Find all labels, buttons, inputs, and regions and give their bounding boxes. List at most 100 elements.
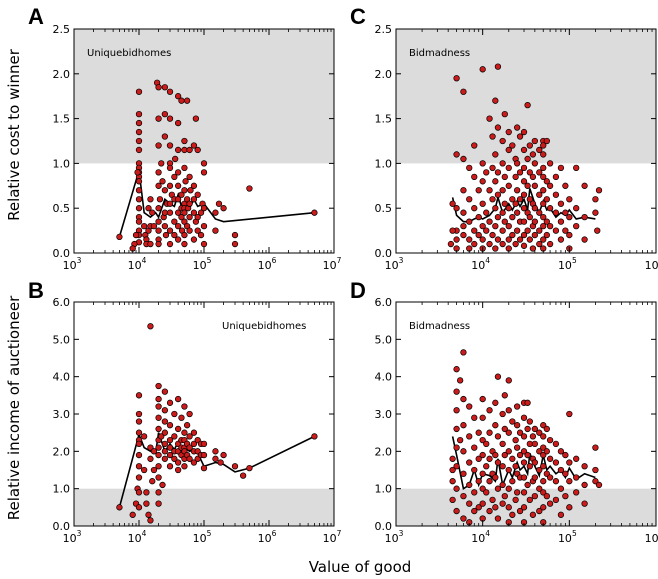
data-point [536, 485, 543, 492]
x-tick-exponent: 4 [142, 256, 147, 265]
data-point [552, 191, 560, 198]
data-point [489, 196, 496, 203]
data-point [479, 436, 486, 444]
data-point [557, 236, 565, 243]
data-point [453, 366, 460, 373]
data-point [217, 459, 224, 466]
x-tick-base: 10 [558, 532, 572, 545]
data-point [231, 240, 239, 248]
data-point [546, 500, 554, 507]
data-point [486, 115, 493, 122]
data-point [155, 395, 162, 403]
data-point [494, 515, 502, 522]
y-tick-label: 0.0 [53, 247, 71, 260]
data-point [557, 218, 565, 225]
data-point [509, 231, 516, 239]
data-point [460, 209, 467, 216]
x-tick-label: 104 [471, 529, 490, 545]
data-point [471, 173, 478, 180]
data-point [166, 88, 174, 95]
data-point [499, 160, 506, 167]
data-point [460, 187, 467, 194]
data-point [212, 209, 219, 216]
data-point [190, 429, 198, 436]
data-point [581, 500, 588, 507]
x-tick-label: 105 [193, 256, 212, 272]
x-tick-label: 105 [558, 529, 577, 545]
data-point [536, 169, 543, 176]
data-point [492, 245, 499, 252]
data-point [449, 227, 456, 234]
data-point [161, 84, 169, 91]
data-point [155, 142, 162, 149]
data-point [546, 455, 554, 462]
data-points [116, 323, 318, 524]
data-point [529, 151, 537, 158]
data-point [190, 209, 198, 216]
y-tick-label: 0.5 [53, 202, 71, 215]
data-point [540, 187, 547, 194]
data-point [486, 218, 493, 225]
y-tick-label: 1.5 [375, 113, 393, 126]
data-point [512, 200, 519, 207]
data-point [453, 507, 460, 515]
data-point [149, 209, 156, 216]
data-point [453, 205, 460, 212]
x-tick-base: 10 [645, 259, 658, 272]
data-point [166, 164, 174, 172]
data-point [505, 407, 512, 414]
data-point [161, 388, 169, 395]
data-point [475, 187, 482, 194]
data-point [200, 451, 208, 459]
x-tick-exponent: 5 [207, 256, 212, 265]
data-point [531, 231, 538, 239]
data-point [514, 209, 521, 216]
data-point [453, 151, 460, 158]
data-point [135, 187, 143, 194]
data-point [479, 451, 486, 459]
data-point [158, 433, 165, 440]
data-point [581, 481, 588, 489]
data-point [475, 504, 482, 511]
data-point [212, 448, 219, 455]
data-point [505, 128, 512, 136]
data-point [181, 137, 188, 145]
y-tick-label: 0.0 [375, 247, 393, 260]
y-axis-title-bottom: Relative income of auctioneer [5, 295, 23, 520]
data-point [174, 169, 182, 176]
data-point [147, 240, 154, 248]
data-point [505, 205, 512, 212]
data-point [489, 164, 496, 172]
data-point [557, 511, 565, 518]
data-point [546, 222, 554, 230]
data-point [520, 231, 528, 239]
data-point [145, 205, 152, 212]
panel-letter-c: C [350, 4, 366, 29]
y-tick-label: 5.0 [375, 333, 393, 346]
data-point [526, 196, 533, 203]
x-tick-exponent: 6 [272, 256, 277, 265]
data-point [581, 214, 588, 221]
data-point [466, 481, 473, 489]
data-point [540, 451, 547, 459]
data-point [492, 451, 499, 459]
data-point [531, 459, 538, 466]
data-point [471, 240, 478, 248]
data-point [135, 146, 143, 154]
data-point [557, 485, 565, 492]
data-point [505, 377, 512, 384]
data-point [166, 142, 174, 149]
data-point [540, 489, 547, 496]
data-point [494, 169, 502, 176]
data-point [140, 222, 148, 230]
data-point [543, 218, 550, 225]
data-point [135, 474, 143, 481]
data-point [566, 410, 573, 418]
data-point [186, 146, 193, 154]
x-tick-label: 103 [63, 256, 82, 272]
data-point [453, 444, 460, 451]
data-point [505, 222, 512, 230]
data-point [531, 160, 538, 167]
data-point [479, 414, 486, 421]
data-point [453, 407, 460, 414]
